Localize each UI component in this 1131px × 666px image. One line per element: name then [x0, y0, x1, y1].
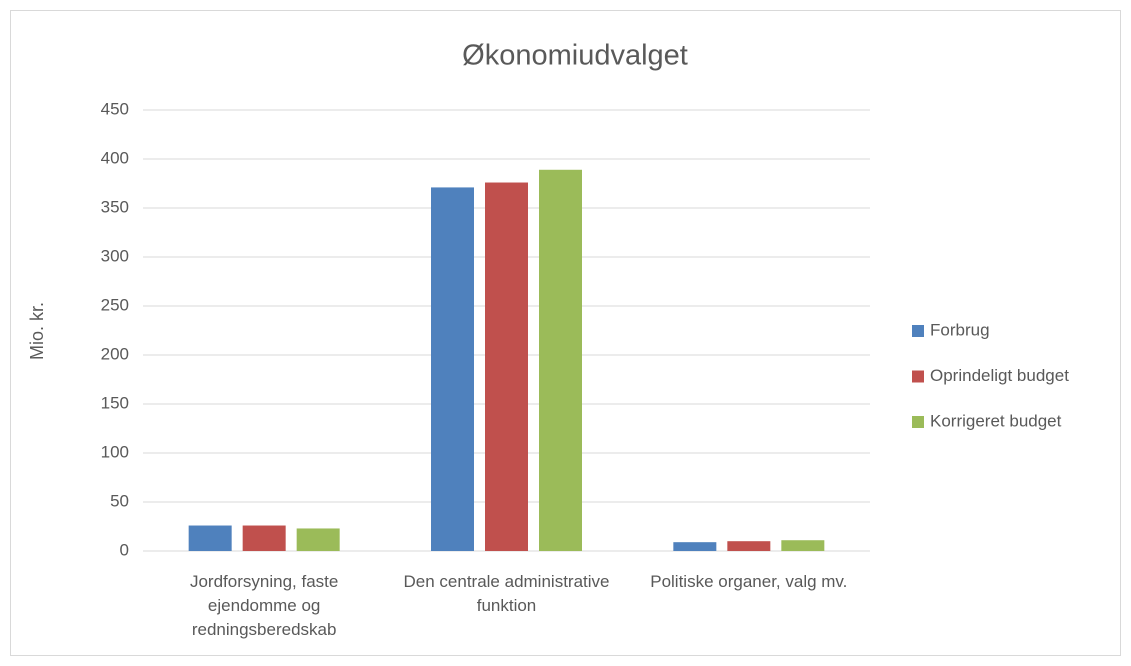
- y-tick-label: 150: [101, 393, 129, 412]
- legend-swatch: [912, 416, 924, 428]
- bar: [431, 187, 474, 552]
- chart-frame: [10, 10, 1121, 656]
- bar: [485, 182, 528, 551]
- x-tick-label: Den centrale administrative funktion: [403, 572, 610, 615]
- bar: [188, 525, 232, 551]
- bar: [296, 528, 340, 551]
- bar: [242, 525, 286, 551]
- y-axis-label: Mio. kr.: [27, 302, 47, 360]
- y-tick-label: 50: [110, 491, 129, 510]
- legend-swatch: [912, 325, 924, 337]
- y-tick-label: 400: [101, 148, 129, 167]
- bar: [781, 540, 825, 551]
- chart-title: Økonomiudvalget: [462, 40, 688, 72]
- y-tick-label: 450: [101, 99, 129, 118]
- bar: [727, 541, 771, 551]
- y-tick-label: 300: [101, 246, 129, 265]
- y-tick-label: 100: [101, 442, 129, 461]
- legend-label: Oprindeligt budget: [930, 366, 1069, 385]
- x-tick-label: Jordforsyning, faste ejendomme og rednin…: [189, 572, 339, 639]
- y-tick-label: 200: [101, 344, 129, 363]
- y-tick-label: 0: [120, 540, 129, 559]
- bar: [673, 542, 717, 551]
- legend-label: Korrigeret budget: [930, 411, 1062, 430]
- x-tick-label: Politiske organer, valg mv.: [650, 572, 848, 591]
- legend-swatch: [912, 370, 924, 383]
- y-tick-label: 250: [101, 295, 129, 314]
- legend-label: Forbrug: [930, 320, 990, 339]
- y-tick-label: 350: [101, 197, 129, 216]
- bar: [539, 169, 582, 551]
